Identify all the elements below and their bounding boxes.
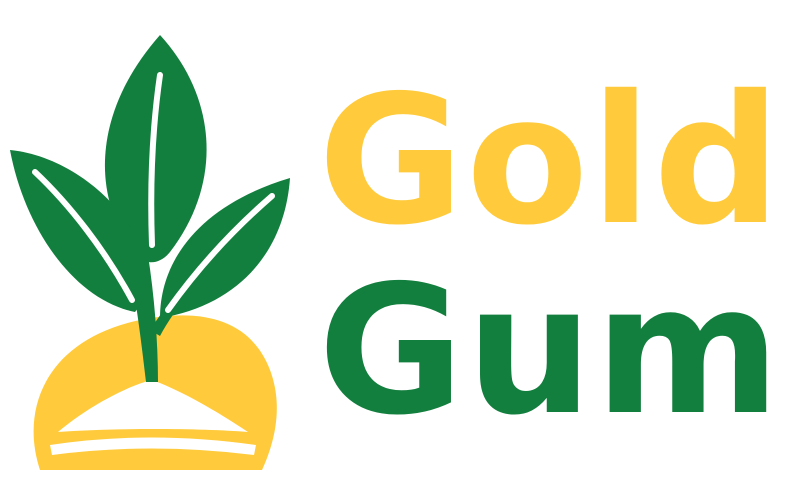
top-leaf-vein	[148, 72, 163, 248]
brand-word-gold: Gold	[318, 57, 783, 264]
right-leaf	[160, 178, 290, 318]
top-leaf	[104, 35, 207, 263]
right-leaf-vein	[165, 193, 275, 313]
brand-word-gum: Gum	[318, 247, 783, 454]
powder-heap-shape	[58, 380, 248, 432]
mound-base-band	[50, 437, 256, 455]
left-leaf-vein	[32, 169, 135, 303]
